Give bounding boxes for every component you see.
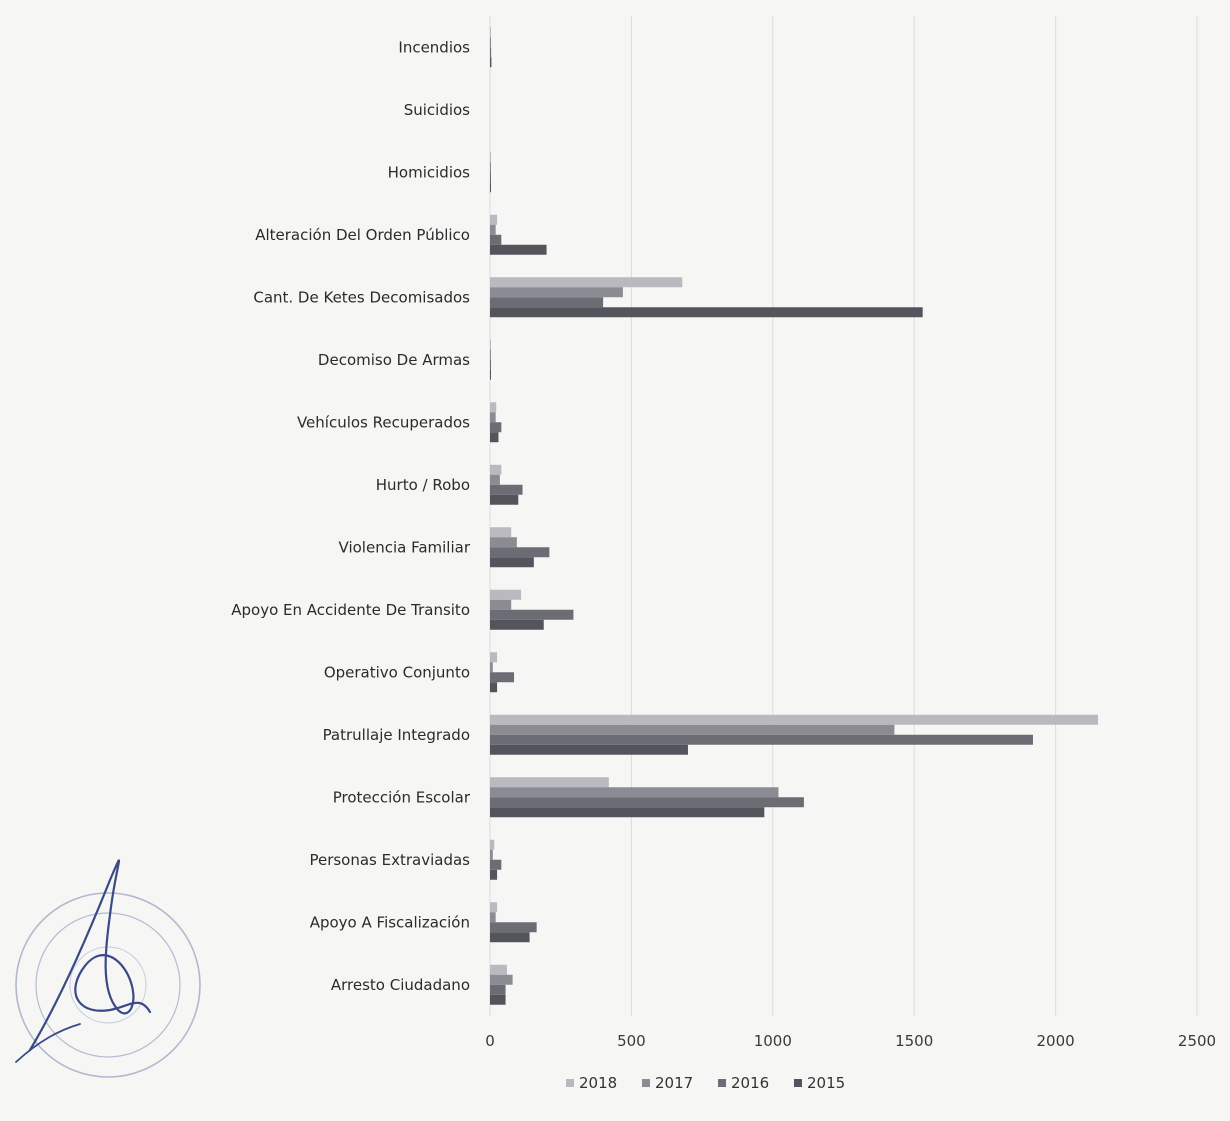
seal-stamp	[15, 859, 201, 1078]
bar-2018	[490, 777, 609, 788]
bar-2017	[490, 349, 491, 360]
legend-swatch-2017	[642, 1079, 650, 1087]
category-label: Vehículos Recuperados	[297, 413, 470, 431]
category-label: Cant. De Ketes Decomisados	[253, 288, 470, 306]
category-label: Hurto / Robo	[376, 476, 470, 494]
legend-swatch-2018	[566, 1079, 574, 1087]
bar-2018	[490, 27, 491, 38]
bar-2015	[490, 57, 492, 68]
bar-2017	[490, 224, 496, 235]
bar-2016	[490, 859, 502, 870]
bar-2015	[490, 244, 547, 255]
bar-2018	[490, 964, 507, 975]
bar-2016	[490, 484, 523, 495]
bar-2018	[490, 839, 495, 850]
bar-2015	[490, 557, 534, 568]
legend-swatch-2016	[718, 1079, 726, 1087]
bar-2016	[490, 922, 537, 933]
bar-2015	[490, 932, 530, 943]
legend-label-2016: 2016	[731, 1074, 769, 1092]
category-label: Suicidios	[404, 101, 470, 119]
legend: 2018 2017 2016 2015	[566, 1074, 845, 1092]
category-label: Incendios	[398, 38, 470, 56]
legend-label-2015: 2015	[807, 1074, 845, 1092]
bar-2018	[490, 464, 502, 475]
bar-2017	[490, 412, 496, 423]
x-tick-label: 0	[485, 1032, 495, 1050]
bar-2015	[490, 744, 688, 755]
bar-2018	[490, 214, 498, 225]
bar-2017	[490, 724, 895, 735]
bar-2016	[490, 984, 506, 995]
x-tick-label: 1500	[895, 1032, 933, 1050]
bar-2016	[490, 172, 491, 183]
bar-2015	[490, 432, 499, 443]
bar-2018	[490, 277, 683, 288]
bar-2017	[490, 599, 512, 610]
category-label: Apoyo A Fiscalización	[310, 913, 470, 931]
bar-2017	[490, 287, 623, 298]
bar-2017	[490, 662, 493, 673]
bar-2018	[490, 527, 512, 538]
bar-2018	[490, 402, 497, 413]
bar-2015	[490, 307, 923, 318]
bar-2015	[490, 182, 491, 193]
bar-2015	[490, 369, 491, 380]
bar-2016	[490, 672, 515, 683]
legend-label-2017: 2017	[655, 1074, 693, 1092]
bar-2016	[490, 422, 502, 433]
bar-2015	[490, 494, 519, 505]
legend-label-2018: 2018	[579, 1074, 617, 1092]
bar-2017	[490, 912, 496, 923]
bar-2015	[490, 994, 506, 1005]
category-label: Protección Escolar	[333, 788, 471, 806]
bar-2017	[490, 162, 491, 173]
bar-2018	[490, 152, 491, 163]
legend-swatch-2015	[794, 1079, 802, 1087]
axis-and-labels: 0 500 1000 1500 2000 2500 Incendios Suicidios Ho…	[231, 38, 1216, 1050]
category-label: Decomiso De Armas	[318, 351, 470, 369]
category-label: Alteración Del Orden Público	[255, 226, 470, 244]
bar-2018	[490, 652, 498, 663]
bar-2018	[490, 902, 498, 913]
bar-2015	[490, 682, 498, 693]
bar-2016	[490, 797, 804, 808]
x-tick-label: 2000	[1037, 1032, 1075, 1050]
bar-2017	[490, 537, 517, 548]
bar-2016	[490, 734, 1033, 745]
gridlines	[489, 16, 1198, 1016]
category-label: Operativo Conjunto	[324, 663, 470, 681]
bar-2017	[490, 787, 779, 798]
bar-2017	[490, 37, 491, 48]
bar-2018	[490, 714, 1099, 725]
bar-2018	[490, 589, 522, 600]
bar-2016	[490, 47, 492, 58]
x-tick-label: 1000	[754, 1032, 792, 1050]
bar-2017	[490, 849, 493, 860]
x-tick-label: 2500	[1178, 1032, 1216, 1050]
bar-2017	[490, 474, 500, 485]
bar-2016	[490, 234, 502, 245]
bar-2017	[490, 974, 513, 985]
bar-2015	[490, 869, 498, 880]
category-label: Arresto Ciudadano	[331, 976, 470, 994]
category-label: Patrullaje Integrado	[323, 726, 470, 744]
bar-2016	[490, 547, 550, 558]
category-label: Personas Extraviadas	[309, 851, 470, 869]
bar-2016	[490, 359, 491, 370]
bars	[490, 27, 1099, 1005]
category-label: Apoyo En Accidente De Transito	[231, 601, 470, 619]
x-tick-label: 500	[617, 1032, 646, 1050]
bar-2015	[490, 807, 765, 818]
bar-2016	[490, 609, 574, 620]
bar-2018	[490, 339, 491, 350]
bar-2016	[490, 297, 604, 308]
category-label: Violencia Familiar	[339, 538, 471, 556]
category-label: Homicidios	[388, 163, 471, 181]
bar-2015	[490, 619, 544, 630]
